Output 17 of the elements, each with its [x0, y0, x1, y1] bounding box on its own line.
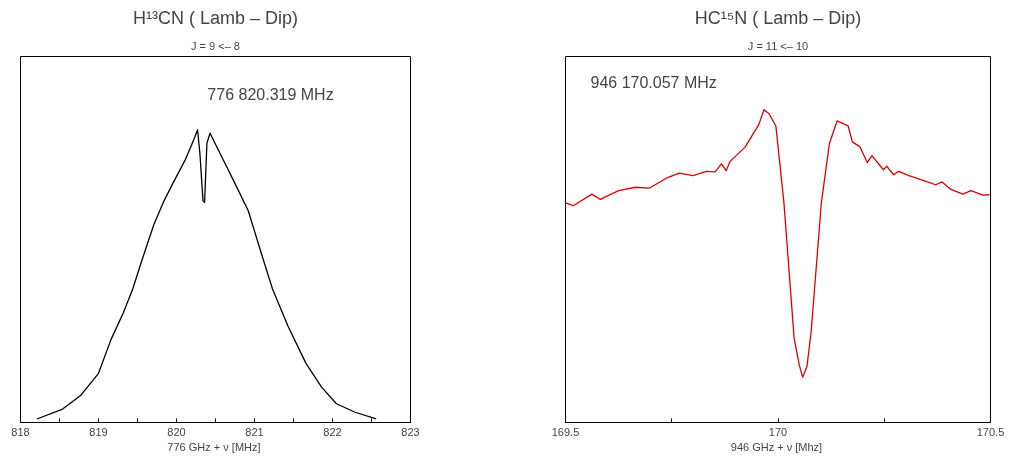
x-tick-label: 823	[401, 425, 420, 438]
x-tick-label: 822	[323, 425, 342, 438]
x-tick-label: 169.5	[551, 425, 580, 438]
x-axis-title: 946 GHz + ν [Mhz]	[730, 440, 823, 453]
x-tick-label: 170.5	[976, 425, 1005, 438]
chart-title: HC¹⁵N ( Lamb – Dip)	[694, 7, 862, 28]
x-tick-label: 170	[768, 425, 788, 438]
x-axis-title: 776 GHz + ν [MHz]	[167, 440, 261, 453]
chart-title: H¹³CN ( Lamb – Dip)	[132, 7, 299, 28]
chart-subtitle: J = 9 <– 8	[191, 39, 240, 52]
x-tick-label: 819	[89, 425, 108, 438]
text: 776 820.319 MHz	[207, 86, 334, 104]
x-tick-label: 821	[245, 425, 264, 438]
x-tick-label: 820	[167, 425, 186, 438]
x-tick-label: 818	[11, 425, 30, 438]
text: 946 170.057 MHz	[590, 73, 717, 91]
chart-subtitle: J = 11 <– 10	[747, 39, 809, 52]
